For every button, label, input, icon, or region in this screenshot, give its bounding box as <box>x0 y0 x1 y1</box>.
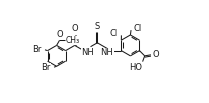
Text: Cl: Cl <box>133 24 142 33</box>
Text: O: O <box>152 50 159 59</box>
Text: Br: Br <box>41 63 51 72</box>
Text: O: O <box>71 24 78 33</box>
Text: Cl: Cl <box>109 29 118 38</box>
Text: HO: HO <box>129 63 142 72</box>
Text: O: O <box>56 30 63 39</box>
Text: S: S <box>95 22 100 31</box>
Text: CH₃: CH₃ <box>66 36 80 45</box>
Text: Br: Br <box>32 45 42 54</box>
Text: NH: NH <box>101 48 113 57</box>
Text: NH: NH <box>81 48 94 57</box>
